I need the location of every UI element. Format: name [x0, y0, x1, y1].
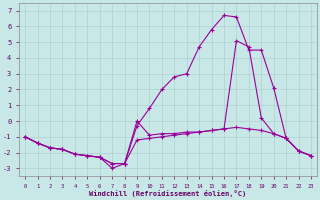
X-axis label: Windchill (Refroidissement éolien,°C): Windchill (Refroidissement éolien,°C): [90, 190, 247, 197]
